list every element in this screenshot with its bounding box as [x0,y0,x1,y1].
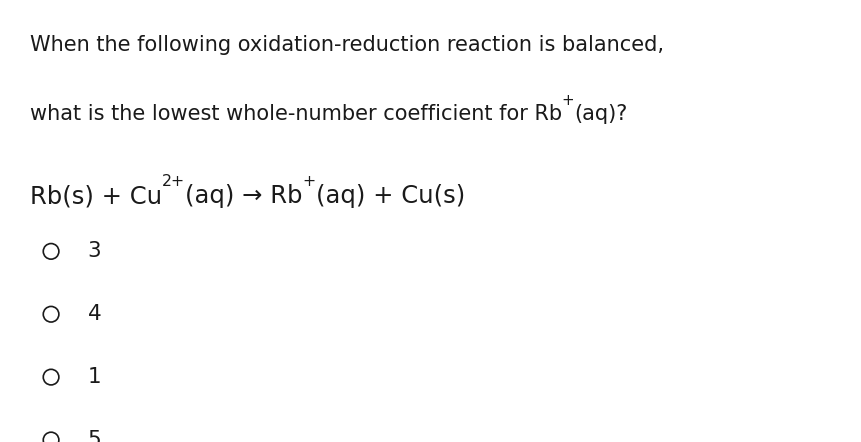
Text: 4: 4 [88,304,102,324]
Text: +: + [562,93,574,108]
Text: When the following oxidation-reduction reaction is balanced,: When the following oxidation-reduction r… [30,34,664,54]
Text: 1: 1 [88,367,102,387]
Text: 3: 3 [88,241,102,261]
Text: 5: 5 [88,430,102,442]
Text: (aq)?: (aq)? [574,104,628,124]
Text: what is the lowest whole-number coefficient for Rb: what is the lowest whole-number coeffici… [30,104,562,124]
Text: +: + [302,174,316,189]
Text: (aq) → Rb: (aq) → Rb [185,184,302,208]
Text: 2+: 2+ [162,174,185,189]
Text: Rb(s) + Cu: Rb(s) + Cu [30,184,162,208]
Text: (aq) + Cu(s): (aq) + Cu(s) [316,184,465,208]
